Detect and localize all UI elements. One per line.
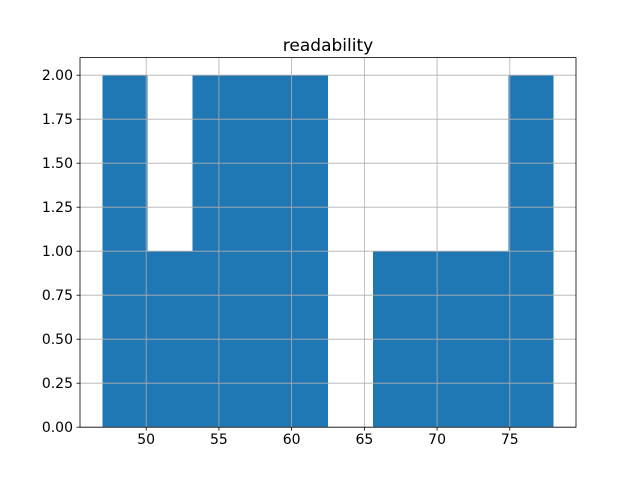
- x-tick-label: 75: [501, 432, 519, 448]
- x-tick-label: 50: [137, 432, 155, 448]
- chart-title: readability: [282, 36, 374, 56]
- y-tick-label: 1.25: [42, 200, 73, 216]
- y-tick-label: 1.00: [42, 244, 73, 260]
- x-tick-label: 65: [355, 432, 373, 448]
- x-tick-label: 70: [428, 432, 446, 448]
- axes-spines: [79, 57, 577, 428]
- x-tick-label: 55: [210, 432, 228, 448]
- y-tick-label: 0.50: [42, 332, 73, 348]
- y-tick-label: 0.75: [42, 288, 73, 304]
- y-tick-label: 1.75: [42, 112, 73, 128]
- y-tick-label: 2.00: [42, 68, 73, 84]
- y-tick-label: 1.50: [42, 156, 73, 172]
- x-tick-label: 60: [283, 432, 301, 448]
- y-tick-label: 0.25: [42, 376, 73, 392]
- y-tick-label: 0.00: [42, 420, 73, 436]
